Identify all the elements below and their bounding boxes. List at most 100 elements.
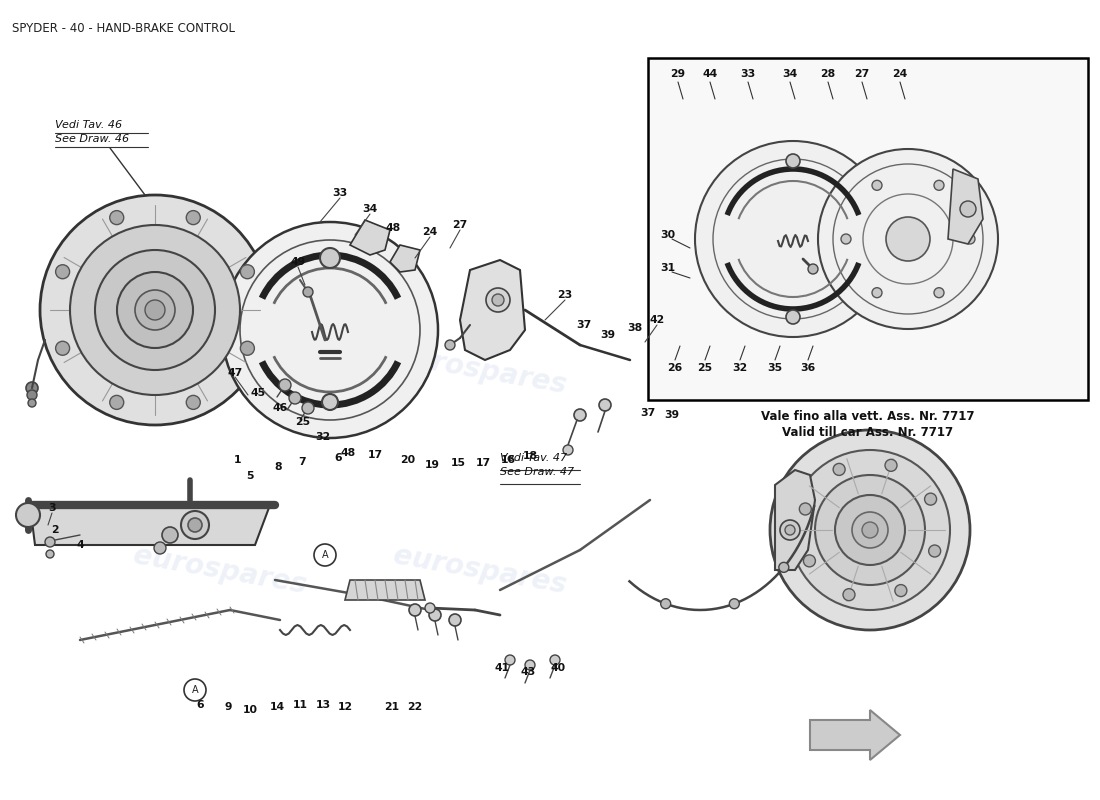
Circle shape (661, 598, 671, 609)
Circle shape (895, 585, 906, 597)
Bar (648, 58, 1088, 400)
Circle shape (960, 201, 976, 217)
Circle shape (446, 340, 455, 350)
Circle shape (314, 544, 336, 566)
Circle shape (184, 679, 206, 701)
Circle shape (779, 562, 789, 572)
Text: 36: 36 (801, 363, 815, 373)
Circle shape (492, 294, 504, 306)
Text: 49: 49 (290, 257, 306, 267)
Text: SPYDER - 40 - HAND-BRAKE CONTROL: SPYDER - 40 - HAND-BRAKE CONTROL (12, 22, 235, 35)
Text: 12: 12 (338, 702, 353, 712)
Circle shape (934, 180, 944, 190)
Text: See Draw. 47: See Draw. 47 (500, 467, 574, 477)
Circle shape (320, 248, 340, 268)
Text: eurospares: eurospares (392, 341, 569, 399)
Circle shape (550, 655, 560, 665)
Circle shape (835, 495, 905, 565)
Text: 1: 1 (234, 455, 242, 465)
Text: 38: 38 (627, 323, 642, 333)
Circle shape (28, 399, 36, 407)
Circle shape (486, 288, 510, 312)
Circle shape (852, 512, 888, 548)
Text: 30: 30 (660, 230, 675, 240)
Text: Vale fino alla vett. Ass. Nr. 7717: Vale fino alla vett. Ass. Nr. 7717 (761, 410, 975, 423)
Circle shape (785, 525, 795, 535)
Text: 19: 19 (425, 460, 440, 470)
Text: 28: 28 (821, 69, 836, 79)
Text: 35: 35 (768, 363, 782, 373)
Circle shape (729, 598, 739, 609)
Polygon shape (350, 220, 390, 255)
Circle shape (886, 217, 929, 261)
Circle shape (182, 511, 209, 539)
Circle shape (862, 522, 878, 538)
Circle shape (162, 527, 178, 543)
Circle shape (279, 379, 292, 391)
Text: 20: 20 (400, 455, 416, 465)
Text: 41: 41 (494, 663, 509, 673)
Text: 7: 7 (298, 457, 306, 467)
Circle shape (803, 555, 815, 567)
Text: 31: 31 (660, 263, 675, 273)
Text: Valid till car Ass. Nr. 7717: Valid till car Ass. Nr. 7717 (782, 426, 954, 438)
Text: 6: 6 (334, 453, 342, 463)
Circle shape (872, 180, 882, 190)
Text: See Draw. 46: See Draw. 46 (55, 134, 129, 144)
Text: 48: 48 (385, 223, 400, 233)
Circle shape (16, 503, 40, 527)
Text: 17: 17 (367, 450, 383, 460)
Circle shape (135, 290, 175, 330)
Text: 42: 42 (649, 315, 664, 325)
Circle shape (934, 288, 944, 298)
Text: 14: 14 (270, 702, 285, 712)
Circle shape (56, 265, 69, 278)
Circle shape (525, 660, 535, 670)
Circle shape (886, 459, 896, 471)
Circle shape (843, 589, 855, 601)
Circle shape (800, 503, 812, 515)
Text: 24: 24 (892, 69, 907, 79)
Text: 5: 5 (246, 471, 254, 481)
Circle shape (302, 402, 313, 414)
Circle shape (241, 265, 254, 278)
Circle shape (26, 382, 39, 394)
Circle shape (188, 518, 202, 532)
Circle shape (695, 141, 891, 337)
Text: 44: 44 (703, 69, 717, 79)
Text: 21: 21 (384, 702, 399, 712)
Circle shape (786, 154, 800, 168)
Text: 32: 32 (316, 432, 331, 442)
Circle shape (186, 395, 200, 410)
Text: 10: 10 (242, 705, 257, 715)
Text: 33: 33 (740, 69, 756, 79)
Text: 9: 9 (224, 702, 232, 712)
Polygon shape (390, 245, 420, 272)
Text: 27: 27 (855, 69, 870, 79)
Text: A: A (321, 550, 328, 560)
Circle shape (872, 288, 882, 298)
Text: 18: 18 (522, 451, 538, 461)
Circle shape (70, 225, 240, 395)
Text: 29: 29 (670, 69, 685, 79)
Text: 39: 39 (601, 330, 616, 340)
Text: 15: 15 (451, 458, 465, 468)
Text: 2: 2 (52, 525, 58, 535)
Circle shape (289, 392, 301, 404)
Text: 37: 37 (576, 320, 592, 330)
Text: A: A (191, 685, 198, 695)
Text: 22: 22 (407, 702, 422, 712)
Text: 27: 27 (452, 220, 468, 230)
Polygon shape (30, 505, 270, 545)
Circle shape (780, 520, 800, 540)
Text: Vedi Tav. 46: Vedi Tav. 46 (55, 120, 122, 130)
Text: 43: 43 (520, 667, 536, 677)
Circle shape (110, 395, 123, 410)
Text: 24: 24 (422, 227, 438, 237)
Text: 34: 34 (782, 69, 797, 79)
Circle shape (241, 342, 254, 355)
Polygon shape (460, 260, 525, 360)
Text: 11: 11 (293, 700, 308, 710)
Text: 40: 40 (550, 663, 565, 673)
Circle shape (505, 655, 515, 665)
